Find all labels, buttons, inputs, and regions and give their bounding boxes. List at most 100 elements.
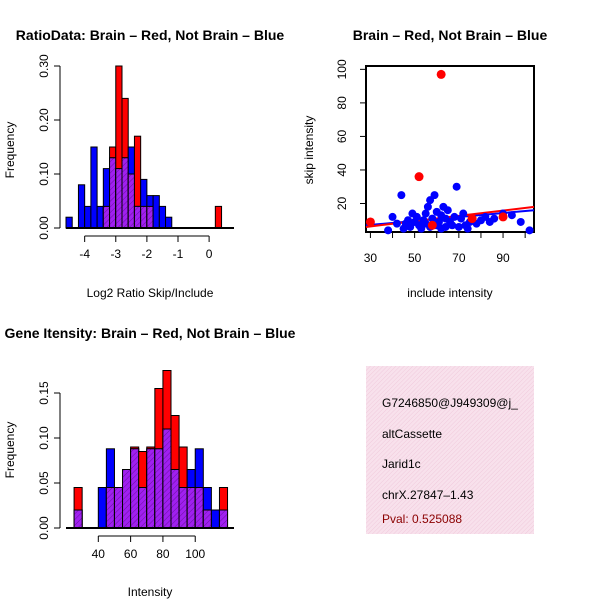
y-tick-label: 0.30 xyxy=(37,54,51,78)
point-not-brain xyxy=(430,191,439,200)
point-not-brain xyxy=(423,202,432,211)
point-brain xyxy=(414,172,424,182)
y-tick-label: 60 xyxy=(335,129,349,143)
point-not-brain xyxy=(448,221,457,230)
bar-overlap xyxy=(130,448,140,529)
bar-overlap xyxy=(186,487,196,529)
point-not-brain xyxy=(412,212,421,221)
x-tick-label: 50 xyxy=(408,251,422,265)
intensity-hist-xlabel: Intensity xyxy=(128,585,173,599)
info-location: chrX.27847–1.43 xyxy=(382,488,474,502)
bar-overlap xyxy=(178,487,188,529)
y-tick-label: 0.10 xyxy=(37,426,51,450)
ratio-histogram-panel: RatioData: Brain – Red, Not Brain – Blue… xyxy=(3,27,284,300)
x-tick-label: 0 xyxy=(206,247,213,261)
bar-overlap xyxy=(115,168,123,229)
intensity-histogram-panel: Gene Itensity: Brain – Red, Not Brain – … xyxy=(3,325,296,599)
point-not-brain xyxy=(434,217,443,226)
bar-overlap xyxy=(121,157,129,229)
point-not-brain xyxy=(384,226,393,235)
bar-overlap xyxy=(102,205,111,229)
point-not-brain xyxy=(459,209,468,218)
bar-not-brain xyxy=(152,195,160,229)
intensity-hist-bars xyxy=(73,370,229,529)
info-box: G7246850@J949309@j_ altCassette Jarid1c … xyxy=(366,366,534,534)
info-panel: G7246850@J949309@j_ altCassette Jarid1c … xyxy=(366,366,534,534)
bar-not-brain xyxy=(210,509,220,529)
x-tick-label: -2 xyxy=(142,247,153,261)
bar-not-brain xyxy=(97,487,107,529)
scatter-xlabel: include intensity xyxy=(407,286,492,300)
point-not-brain xyxy=(525,226,534,235)
point-not-brain xyxy=(516,217,525,226)
bar-overlap xyxy=(105,487,115,529)
y-tick-label: 0.20 xyxy=(37,108,51,132)
point-not-brain xyxy=(397,191,406,200)
info-pval: Pval: 0.525088 xyxy=(382,512,462,526)
x-tick-label: 80 xyxy=(156,547,170,561)
x-tick-label: -3 xyxy=(110,247,121,261)
point-brain xyxy=(365,217,375,227)
point-not-brain xyxy=(490,214,499,223)
ratio-hist-axes: -4 -3 -2 -1 0 0.00 0.10 0.20 0.30 xyxy=(37,54,234,261)
scatter-points xyxy=(365,69,534,235)
intensity-hist-ylabel: Frequency xyxy=(3,422,17,479)
bar-not-brain xyxy=(158,205,167,229)
info-event-type: altCassette xyxy=(382,427,442,441)
point-not-brain xyxy=(463,224,472,233)
scatter-ylabel: skip intensity xyxy=(302,116,316,185)
point-not-brain xyxy=(428,214,437,223)
point-not-brain xyxy=(454,222,463,231)
bar-overlap xyxy=(218,509,229,529)
info-box-background xyxy=(366,366,534,534)
point-brain xyxy=(436,69,446,79)
bar-not-brain xyxy=(90,146,98,229)
y-tick-label: 0.10 xyxy=(37,162,51,186)
x-tick-label: -1 xyxy=(173,247,184,261)
bar-overlap xyxy=(113,487,124,529)
bar-overlap xyxy=(127,173,135,229)
bar-overlap xyxy=(122,469,132,529)
point-not-brain xyxy=(452,182,461,191)
scatter-title: Brain – Red, Not Brain – Blue xyxy=(353,27,548,43)
scatter-panel: Brain – Red, Not Brain – Blue 30 50 70 90 20… xyxy=(302,27,547,300)
ratio-hist-title: RatioData: Brain – Red, Not Brain – Blue xyxy=(16,27,285,43)
x-tick-label: 100 xyxy=(185,547,205,561)
bar-overlap xyxy=(140,205,148,229)
x-tick-label: -4 xyxy=(79,247,90,261)
bar-overlap xyxy=(138,487,148,529)
intensity-hist-axes: 40 60 80 100 0.00 0.05 0.10 0.15 xyxy=(37,381,234,561)
bar-not-brain xyxy=(96,205,104,229)
point-not-brain xyxy=(450,212,459,221)
y-tick-label: 0.05 xyxy=(37,471,51,495)
bar-not-brain xyxy=(165,216,173,229)
y-tick-label: 100 xyxy=(335,59,349,79)
y-tick-label: 0.00 xyxy=(37,216,51,240)
bar-overlap xyxy=(146,205,154,229)
bar-not-brain xyxy=(77,184,86,229)
x-tick-label: 70 xyxy=(452,251,466,265)
x-tick-label: 30 xyxy=(364,251,378,265)
point-not-brain xyxy=(388,212,397,221)
ratio-hist-ylabel: Frequency xyxy=(3,122,17,179)
y-tick-label: 20 xyxy=(335,197,349,211)
bar-overlap xyxy=(194,487,204,529)
info-gene-name: Jarid1c xyxy=(382,457,421,471)
bar-overlap xyxy=(202,509,212,529)
y-tick-label: 40 xyxy=(335,163,349,177)
point-not-brain xyxy=(421,209,430,218)
bar-overlap xyxy=(170,469,180,529)
y-tick-label: 0.00 xyxy=(37,516,51,540)
point-brain xyxy=(498,212,508,222)
bar-not-brain xyxy=(84,205,92,229)
point-not-brain xyxy=(507,211,516,220)
y-tick-label: 80 xyxy=(335,96,349,110)
bar-overlap xyxy=(146,448,156,529)
x-tick-label: 40 xyxy=(92,547,106,561)
point-not-brain xyxy=(392,219,401,228)
bar-brain xyxy=(214,205,223,229)
ratio-hist-xlabel: Log2 Ratio Skip/Include xyxy=(87,286,214,300)
scatter-axes: 30 50 70 90 20 40 60 80 100 xyxy=(335,59,526,265)
ratio-hist-bars xyxy=(65,65,223,229)
